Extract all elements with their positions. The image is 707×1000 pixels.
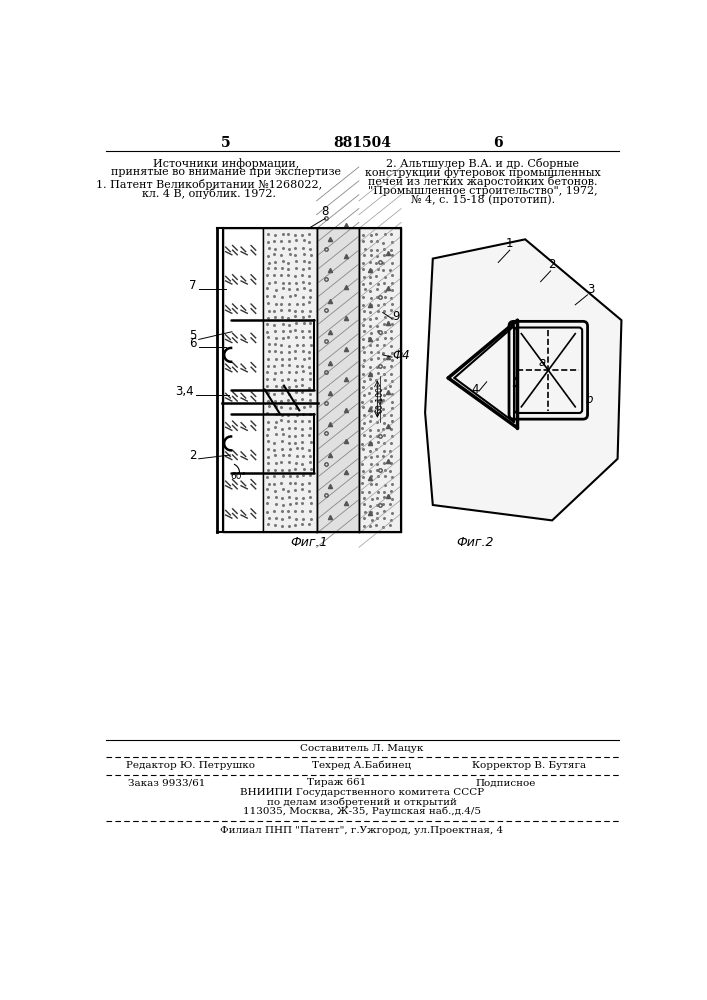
Text: Фиг.1: Фиг.1 [291, 536, 328, 549]
Text: принятые во внимание при экспертизе: принятые во внимание при экспертизе [111, 167, 341, 177]
Text: Техред А.Бабинец: Техред А.Бабинец [312, 761, 411, 770]
Text: "Промышленное строительство", 1972,: "Промышленное строительство", 1972, [368, 186, 597, 196]
Text: 5: 5 [221, 136, 230, 150]
Text: a: a [539, 356, 546, 369]
Text: Подписное: Подписное [476, 778, 536, 787]
Text: 4: 4 [472, 383, 479, 396]
Text: 113035, Москва, Ж-35, Раушская наб.,д.4/5: 113035, Москва, Ж-35, Раушская наб.,д.4/… [243, 807, 481, 816]
Text: ВНИИПИ Государственного комитета СССР: ВНИИПИ Государственного комитета СССР [240, 788, 484, 797]
Text: 60-100: 60-100 [375, 386, 384, 413]
Text: Заказ 9933/61: Заказ 9933/61 [129, 778, 206, 787]
Text: по делам изобретений и открытий: по делам изобретений и открытий [267, 797, 457, 807]
Text: Фиг.2: Фиг.2 [457, 536, 494, 549]
Bar [223, 228, 262, 532]
Text: Составитель Л. Мацук: Составитель Л. Мацук [300, 744, 423, 753]
Text: 2. Альтшулер В.А. и др. Сборные: 2. Альтшулер В.А. и др. Сборные [386, 158, 579, 169]
Polygon shape [425, 239, 621, 520]
Text: кл. 4 В, опублик. 1972.: кл. 4 В, опублик. 1972. [143, 188, 276, 199]
Text: 6: 6 [189, 337, 197, 350]
Text: 1. Патент Великобритании №1268022,: 1. Патент Великобритании №1268022, [96, 179, 322, 190]
Text: печей из легких жаростойких бетонов.: печей из легких жаростойких бетонов. [368, 176, 597, 187]
Text: 7: 7 [189, 279, 197, 292]
Text: Тираж 661: Тираж 661 [307, 778, 366, 787]
Bar [262, 228, 317, 532]
Text: 6: 6 [493, 136, 503, 150]
Text: конструкции футеровок промышленных: конструкции футеровок промышленных [365, 167, 601, 178]
Text: № 4, с. 15-18 (прототип).: № 4, с. 15-18 (прототип). [411, 195, 555, 205]
Text: Источники информации,: Источники информации, [153, 158, 299, 169]
Text: 2: 2 [549, 258, 556, 271]
Text: 60°: 60° [230, 472, 246, 481]
Text: Редактор Ю. Петрушко: Редактор Ю. Петрушко [126, 761, 255, 770]
Bar [359, 228, 402, 532]
Bar [317, 228, 359, 532]
Text: 8: 8 [321, 205, 329, 218]
Text: 9: 9 [392, 310, 399, 323]
Text: b: b [585, 393, 593, 406]
Text: 2: 2 [189, 449, 197, 462]
Text: 1: 1 [506, 237, 513, 250]
Text: 5: 5 [189, 329, 197, 342]
Text: Филиал ПНП "Патент", г.Ужгород, ул.Проектная, 4: Филиал ПНП "Патент", г.Ужгород, ул.Проек… [221, 826, 503, 835]
Text: Ф4: Ф4 [392, 349, 409, 362]
Text: 3,4: 3,4 [175, 385, 194, 398]
Text: 3: 3 [587, 283, 595, 296]
Text: 881504: 881504 [333, 136, 391, 150]
Text: Корректор В. Бутяга: Корректор В. Бутяга [472, 761, 586, 770]
